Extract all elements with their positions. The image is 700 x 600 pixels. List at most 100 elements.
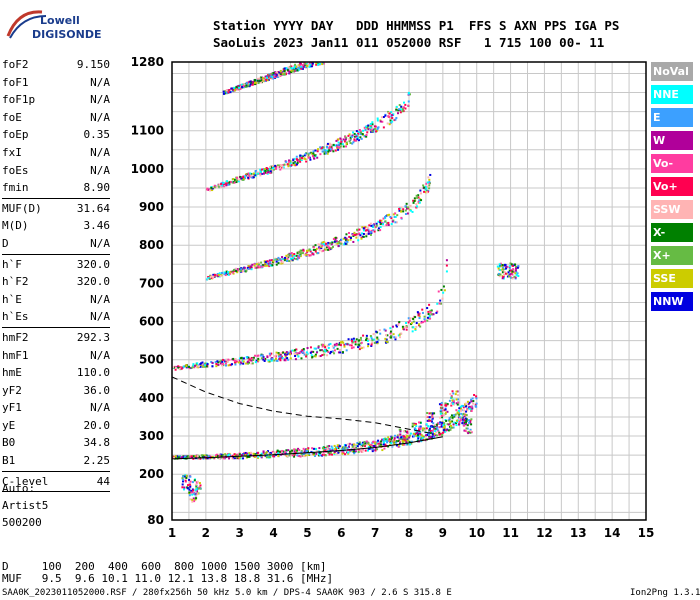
- echo-point: [440, 423, 443, 426]
- echo-point: [362, 334, 365, 337]
- echo-point: [365, 233, 368, 236]
- echo-point: [396, 112, 399, 115]
- echo-point: [397, 109, 400, 112]
- echo-point: [265, 264, 268, 267]
- echo-point: [300, 350, 303, 353]
- echo-point: [293, 163, 296, 166]
- echo-point: [297, 455, 300, 458]
- echo-point: [362, 229, 365, 232]
- echo-point: [196, 487, 199, 490]
- echo-point: [279, 355, 282, 358]
- echo-point: [390, 335, 393, 338]
- echo-point: [236, 457, 239, 460]
- echo-point: [510, 269, 513, 272]
- echo-point: [365, 135, 368, 138]
- echo-point: [189, 475, 192, 478]
- echo-point: [174, 455, 177, 458]
- echo-point: [389, 440, 392, 443]
- echo-point: [399, 111, 402, 114]
- echo-point: [517, 265, 520, 268]
- echo-point: [430, 420, 433, 423]
- echo-point: [428, 187, 431, 190]
- echo-point: [243, 266, 246, 269]
- echo-point: [418, 199, 421, 202]
- param-value: N/A: [90, 236, 110, 250]
- echo-point: [508, 267, 511, 270]
- echo-point: [233, 181, 236, 184]
- echo-point: [355, 134, 358, 137]
- echo-point: [469, 419, 472, 422]
- echo-point: [469, 431, 472, 434]
- echo-points: [172, 62, 520, 503]
- echo-point: [175, 366, 178, 369]
- echo-point: [243, 177, 246, 180]
- echo-point: [337, 245, 340, 248]
- echo-point: [354, 445, 357, 448]
- echo-point: [308, 62, 311, 65]
- echo-point: [312, 246, 315, 249]
- echo-point: [413, 198, 416, 201]
- echo-point: [295, 257, 298, 260]
- echo-point: [263, 167, 266, 170]
- echo-point: [463, 419, 466, 422]
- echo-point: [300, 154, 303, 157]
- echo-point: [312, 447, 315, 450]
- echo-point: [222, 92, 225, 95]
- echo-point: [279, 164, 282, 167]
- echo-point: [426, 319, 429, 322]
- echo-point: [333, 349, 336, 352]
- echo-point: [331, 453, 334, 456]
- echo-point: [286, 254, 289, 257]
- echo-point: [197, 492, 200, 495]
- echo-point: [241, 359, 244, 362]
- echo-point: [283, 67, 286, 70]
- echo-point: [311, 62, 314, 65]
- param-value: N/A: [90, 163, 110, 177]
- param-name: MUF(D): [2, 201, 42, 215]
- echo-point: [224, 362, 227, 365]
- echo-point: [397, 440, 400, 443]
- echo-point: [250, 81, 253, 84]
- echo-point: [322, 350, 325, 353]
- echo-point: [260, 261, 263, 264]
- parameter-panel: foF2 9.150 foF1 N/A foF1p N/A foE N/A foEp 0.35 fx…: [2, 56, 110, 493]
- echo-point: [206, 364, 209, 367]
- echo-point: [345, 233, 348, 236]
- echo-point: [196, 493, 199, 496]
- echo-point: [501, 266, 504, 269]
- echo-point: [458, 423, 461, 426]
- echo-point: [432, 425, 435, 428]
- echo-point: [288, 454, 291, 457]
- axis-ticks: 1 2 3 4 5 6 7 8 9 10 11 12 13 14 158020030040050060070…: [131, 55, 655, 540]
- echo-point: [323, 152, 326, 155]
- echo-point: [462, 418, 465, 421]
- echo-point: [287, 255, 290, 258]
- echo-point: [293, 352, 296, 355]
- echo-point: [453, 415, 456, 418]
- echo-point: [307, 447, 310, 450]
- param-value: 320.0: [76, 275, 110, 289]
- echo-point: [252, 358, 255, 361]
- echo-point: [352, 141, 355, 144]
- echo-point: [382, 116, 385, 119]
- echo-point: [266, 356, 269, 359]
- echo-point: [512, 270, 515, 273]
- echo-point: [241, 454, 244, 457]
- echo-point: [248, 175, 251, 178]
- echo-point: [262, 358, 265, 361]
- echo-point: [231, 454, 234, 457]
- echo-point: [202, 365, 205, 368]
- echo-point: [429, 429, 432, 432]
- echo-point: [228, 89, 231, 92]
- echo-point: [328, 444, 331, 447]
- echo-point: [323, 353, 326, 356]
- echo-point: [458, 407, 461, 410]
- echo-point: [257, 172, 260, 175]
- echo-point: [357, 139, 360, 142]
- echo-point: [502, 275, 505, 278]
- echo-point: [257, 265, 260, 268]
- echo-point: [260, 172, 263, 175]
- echo-point: [254, 83, 257, 86]
- echo-point: [234, 363, 237, 366]
- echo-point: [289, 352, 292, 355]
